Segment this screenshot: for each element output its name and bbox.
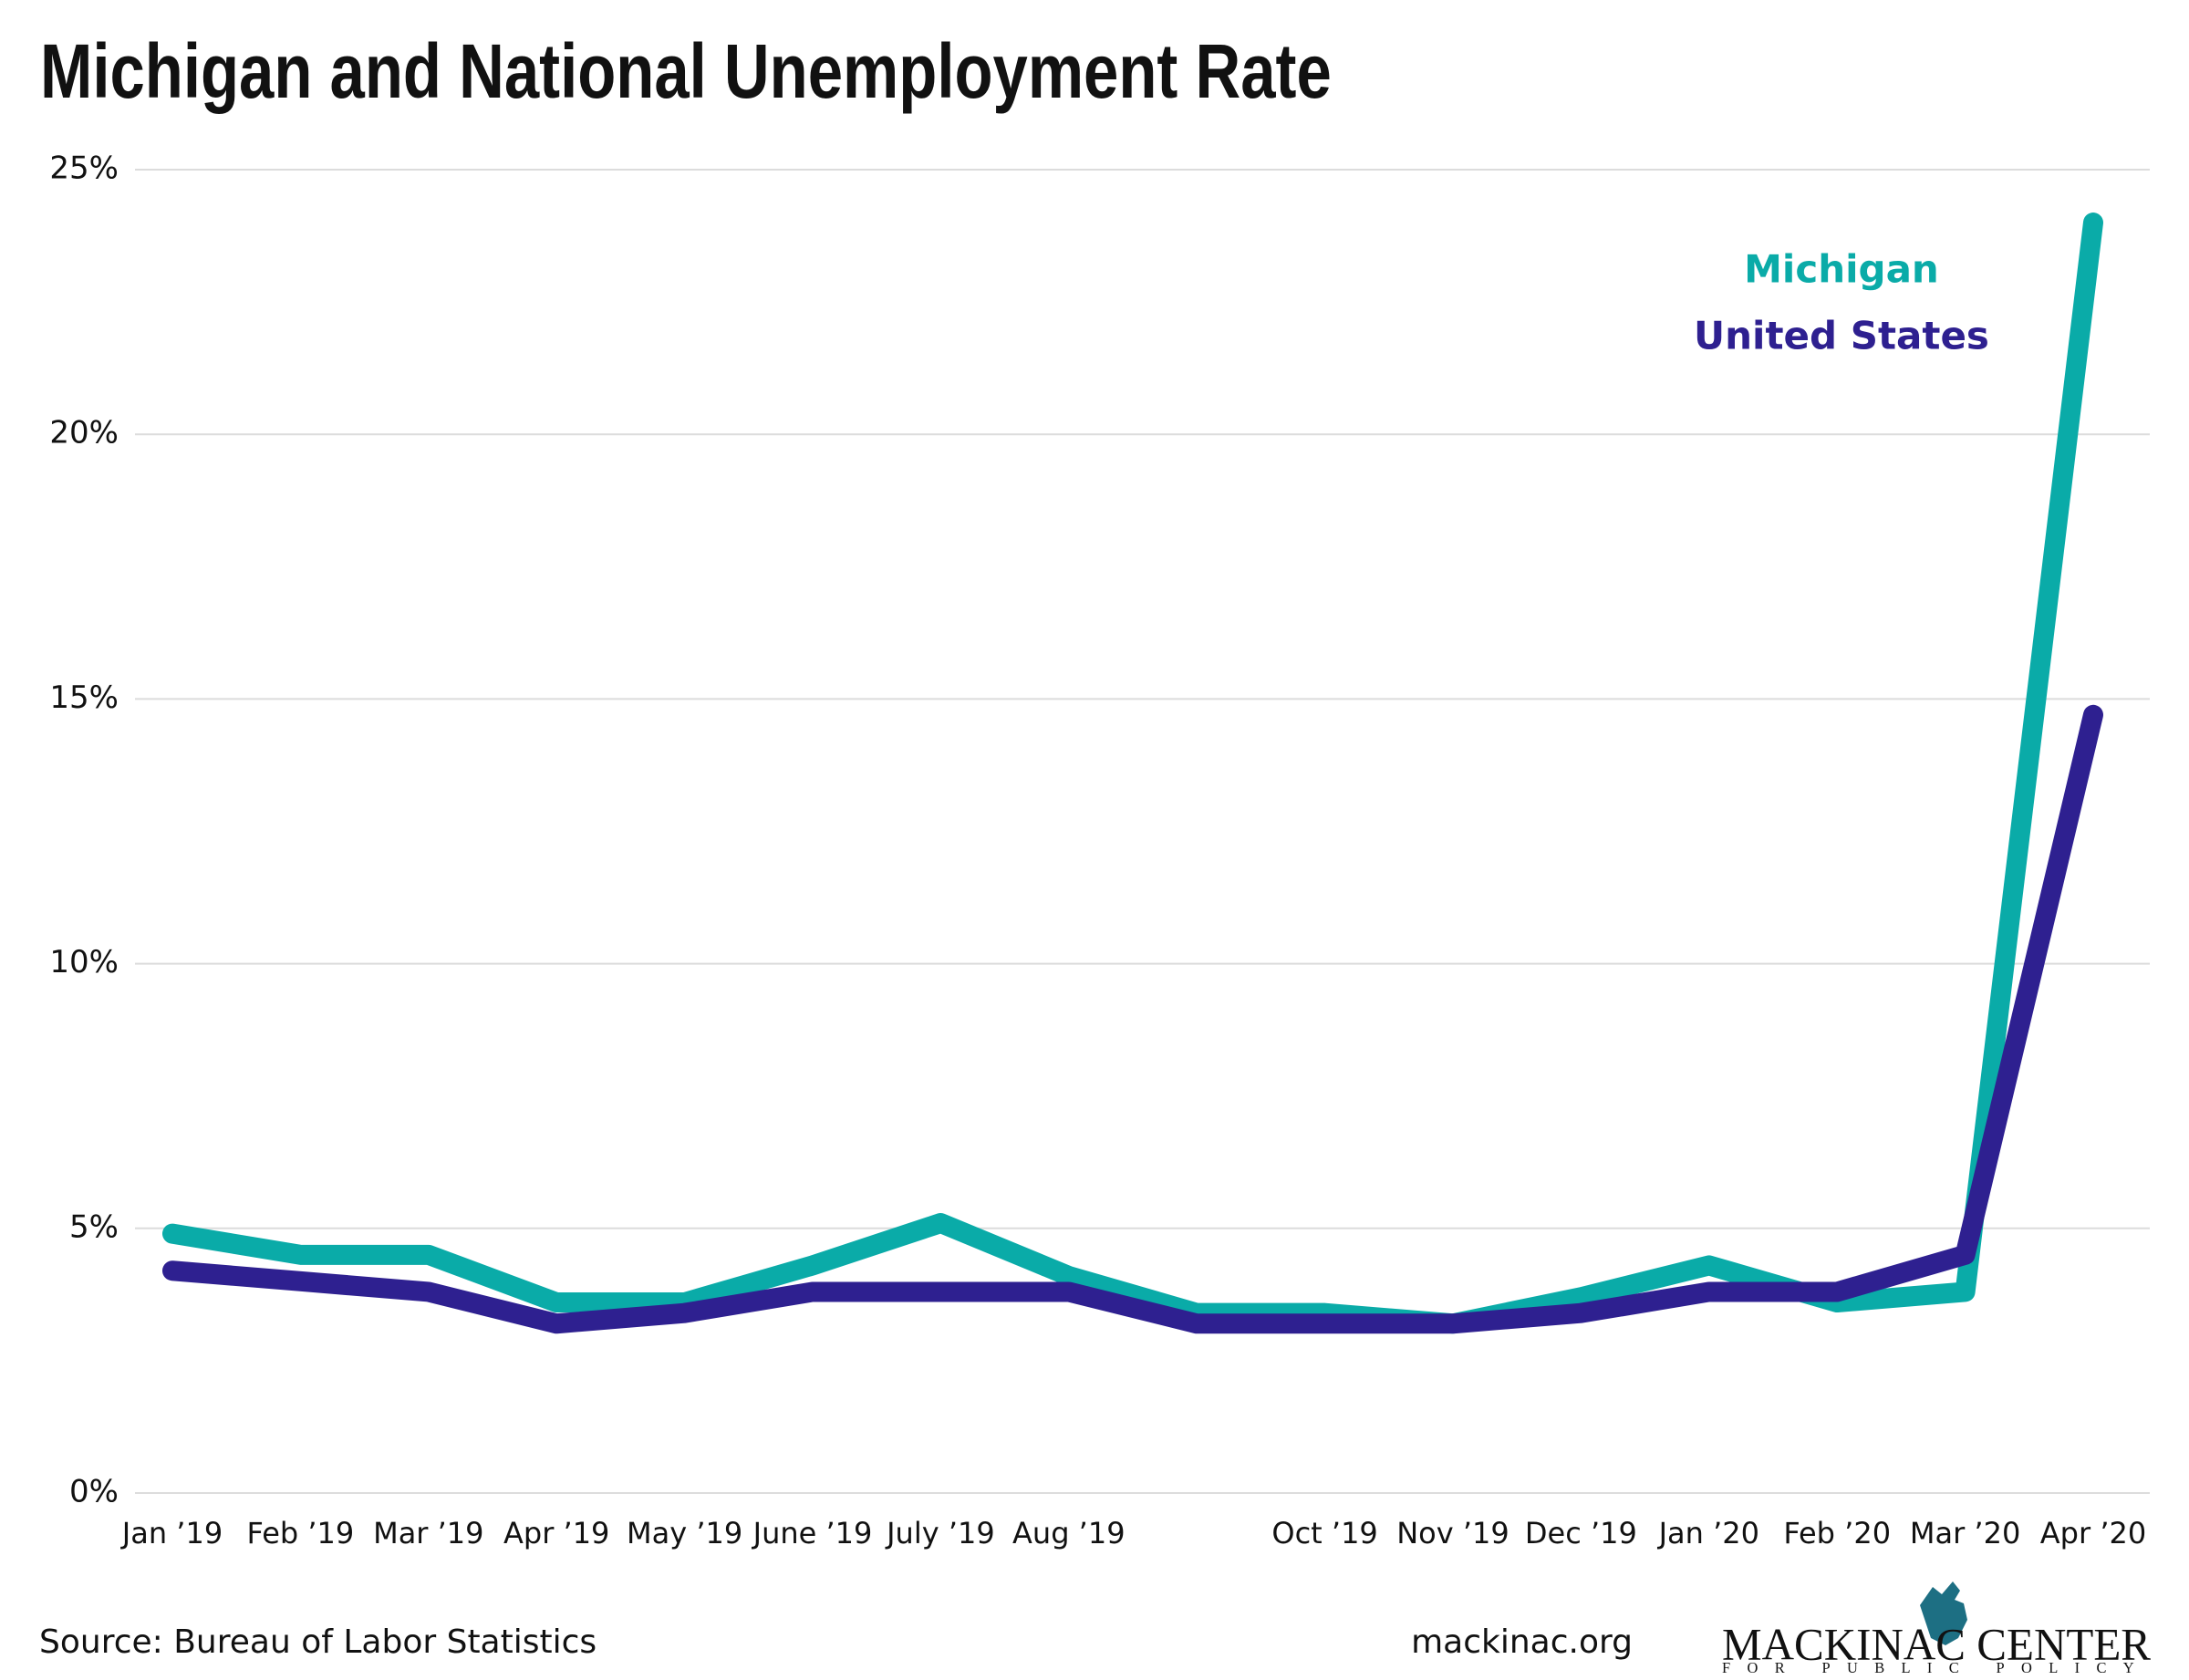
x-tick-label: May ’19 (627, 1516, 742, 1550)
x-tick-label: Aug ’19 (1012, 1516, 1126, 1550)
y-tick-label: 0% (69, 1474, 119, 1510)
x-tick-label: Mar ’20 (1910, 1516, 2020, 1550)
y-tick-label: 25% (49, 150, 119, 187)
x-tick-label: Apr ’20 (2040, 1516, 2146, 1550)
y-tick-label: 15% (49, 679, 119, 716)
x-tick-label: July ’19 (885, 1516, 995, 1550)
series-line (162, 704, 2103, 1334)
series-line (162, 213, 2103, 1334)
x-tick-label: Nov ’19 (1396, 1516, 1509, 1550)
chart-title: Michigan and National Unemployment Rate (40, 29, 1332, 115)
x-tick-label: Apr ’19 (503, 1516, 609, 1550)
website: mackinac.org (1411, 1623, 1633, 1661)
x-tick-label: Jan ’19 (120, 1516, 223, 1550)
legend-entry: United States (1694, 314, 1989, 358)
x-tick-label: Feb ’19 (247, 1516, 355, 1550)
x-tick-label: June ’19 (752, 1516, 873, 1550)
y-tick-label: 20% (49, 415, 119, 451)
source: Source: Bureau of Labor Statistics (39, 1623, 597, 1661)
logo-tagline: FOR PUBLIC POLICY (1722, 1659, 2151, 1676)
legend-entry: Michigan (1744, 247, 1939, 292)
x-tick-label: Feb ’20 (1783, 1516, 1891, 1550)
x-tick-label: Jan ’20 (1657, 1516, 1759, 1550)
x-tick-label: Mar ’19 (373, 1516, 483, 1550)
logo-name: MACKINAC CENTER (1722, 1618, 2152, 1669)
y-tick-label: 10% (49, 944, 119, 980)
logo-icon (1920, 1581, 1967, 1645)
y-tick-label: 5% (69, 1208, 119, 1245)
x-tick-label: Oct ’19 (1271, 1516, 1377, 1550)
x-tick-label: Dec ’19 (1525, 1516, 1637, 1550)
